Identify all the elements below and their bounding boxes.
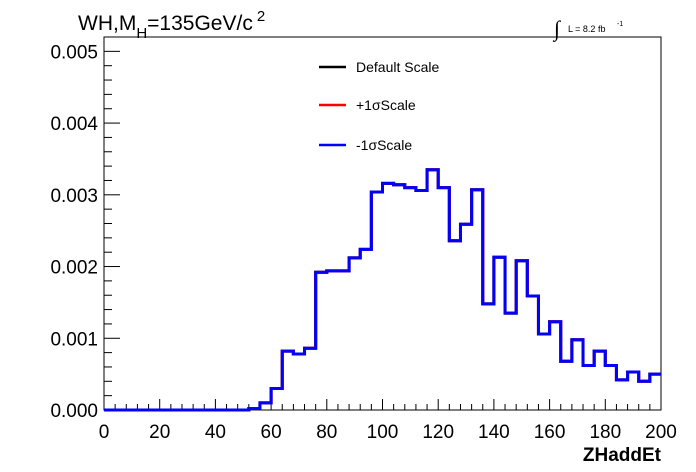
legend-label-minus: -1σScale (356, 137, 412, 153)
y-tick-label: 0.000 (50, 401, 98, 422)
chart-title: WH,MH=135GeV/c 2 (78, 8, 265, 42)
y-axis: 0.000 0.001 0.002 0.003 0.004 0.005 (50, 42, 120, 422)
x-tick-label: 100 (367, 422, 399, 443)
x-axis-title: ZHaddEt (583, 445, 662, 466)
series-line-1 (104, 168, 661, 412)
legend-label-default: Default Scale (356, 59, 439, 75)
legend-label-plus: +1σScale (356, 97, 416, 113)
series-line-2 (104, 168, 661, 412)
lumi-integral: ∫ (552, 16, 562, 42)
series-layer (104, 168, 661, 412)
x-tick-label: 120 (422, 422, 454, 443)
lumi-exponent: -1 (617, 21, 623, 28)
title-superscript: 2 (257, 8, 265, 25)
legend: Default Scale +1σScale -1σScale (319, 59, 439, 153)
x-tick-label: 60 (261, 422, 282, 443)
title-subscript: H (136, 25, 147, 42)
series-line-0 (104, 168, 661, 412)
x-tick-label: 0 (99, 422, 110, 443)
x-tick-label: 80 (316, 422, 337, 443)
x-tick-label: 20 (149, 422, 170, 443)
y-tick-label: 0.002 (50, 258, 98, 279)
x-tick-label: 140 (478, 422, 510, 443)
y-tick-label: 0.003 (50, 186, 98, 207)
title-value: =135GeV/c (147, 12, 253, 35)
plot-frame (103, 36, 662, 411)
x-tick-label: 160 (534, 422, 566, 443)
y-tick-label: 0.001 (50, 329, 98, 350)
x-tick-label: 40 (205, 422, 226, 443)
title-prefix: WH,M (78, 12, 136, 35)
y-tick-label: 0.005 (50, 42, 98, 63)
x-tick-label: 200 (645, 422, 677, 443)
y-tick-label: 0.004 (50, 114, 98, 135)
x-tick-label: 180 (589, 422, 621, 443)
lumi-label: L = 8.2 fb (568, 24, 605, 34)
x-axis: 0 20 40 60 80 100 120 140 160 180 200 (99, 399, 677, 443)
